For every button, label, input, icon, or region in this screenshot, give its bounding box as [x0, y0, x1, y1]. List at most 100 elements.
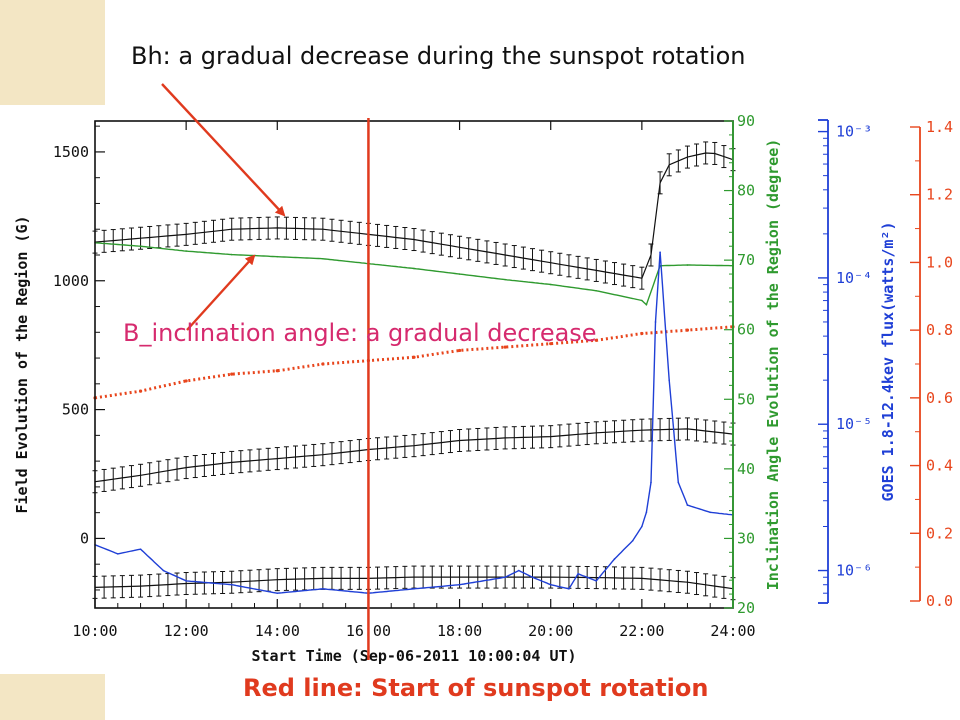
series-5-point — [185, 580, 187, 582]
orange-axis-tick-label: 0.2 — [926, 524, 953, 542]
x-tick-label: 24:00 — [710, 622, 755, 640]
series-3-point — [504, 278, 506, 281]
x-tick-label: 14:00 — [255, 622, 300, 640]
series-5-point — [116, 553, 119, 555]
series-4-point — [321, 362, 325, 366]
orange-axis-tick-label: 0.8 — [926, 321, 953, 339]
y-left-tick-label: 1000 — [53, 272, 89, 290]
green-axis-tick-label: 40 — [737, 460, 755, 478]
series-5-point — [659, 251, 661, 253]
series-3-point — [322, 257, 324, 260]
y-left-tick-label: 1500 — [53, 143, 89, 161]
series-1 — [92, 417, 736, 494]
series-3-point — [139, 245, 142, 248]
green-axis-tick-label: 60 — [737, 321, 755, 339]
series-5-point — [531, 576, 534, 579]
slide-decoration-bottom — [0, 674, 105, 720]
orange-axis-tick-label: 1.0 — [926, 253, 953, 271]
series-5-point — [276, 592, 279, 595]
series-3-line — [94, 242, 733, 306]
x-tick-label: 18:00 — [437, 622, 482, 640]
series-5-point — [413, 588, 415, 590]
y-left-tick-label: 500 — [62, 401, 89, 419]
green-axis-tick-label: 70 — [737, 251, 755, 269]
series-3 — [94, 241, 734, 306]
series-3-point — [686, 264, 689, 266]
annotation-bh: Bh: a gradual decrease during the sunspo… — [131, 42, 746, 70]
arrow-to-bh-series — [161, 83, 286, 217]
series-5-point — [139, 548, 142, 550]
series-3-point — [276, 255, 279, 258]
series-4-point — [138, 389, 143, 393]
series-1-line — [94, 428, 734, 483]
series-5-point — [645, 511, 648, 514]
orange-axis-tick-label: 0.4 — [926, 457, 953, 475]
green-axis-tick-label: 30 — [737, 529, 755, 547]
arrow-to-inclination-series — [186, 254, 256, 331]
series-4-point — [594, 338, 598, 342]
series-0 — [92, 141, 736, 290]
x-tick-label: 12:00 — [164, 622, 209, 640]
blue-axis-tick-label: 10⁻³ — [836, 123, 872, 141]
series-3-point — [185, 250, 187, 252]
series-0-line — [94, 152, 734, 279]
blue-axis-tick-label: 10⁻⁴ — [836, 269, 872, 287]
orange-axis-tick-label: 0.6 — [926, 389, 953, 407]
series-3-point — [230, 253, 233, 256]
series-5-point — [641, 525, 643, 528]
series-3-point — [458, 273, 461, 275]
series-5-point — [504, 576, 506, 579]
series-5-point — [650, 481, 652, 484]
series-5-point — [549, 583, 552, 586]
x-tick-label: 22:00 — [619, 622, 664, 640]
series-4-dotted-line — [94, 325, 734, 400]
series-5-point — [709, 511, 712, 514]
y-left-axis-title: Field Evolution of the Region (G) — [13, 215, 31, 513]
series-5-point — [595, 580, 598, 582]
series-5-line — [94, 252, 734, 594]
series-4-point — [685, 328, 690, 332]
series-5-point — [162, 569, 165, 572]
series-4-point — [503, 345, 507, 349]
series-5-point — [518, 569, 520, 572]
series-5-point — [230, 583, 233, 586]
series-5-point — [613, 558, 616, 560]
green-axis-tick-label: 80 — [737, 182, 755, 200]
series-5 — [94, 251, 734, 595]
caption-red-line: Red line: Start of sunspot rotation — [243, 674, 709, 702]
slide-decoration-top — [0, 0, 105, 105]
plot-frame — [94, 120, 734, 609]
series-5-point — [568, 588, 570, 590]
blue-axis-tick-label: 10⁻⁶ — [836, 562, 872, 580]
series-4-point — [275, 369, 279, 373]
x-tick-label: 10:00 — [72, 622, 117, 640]
green-axis-tick-label: 50 — [737, 390, 755, 408]
series-5-point — [686, 504, 689, 506]
annotation-b-inclination: B_inclination angle: a gradual decrease — [123, 319, 597, 347]
series-3-point — [641, 299, 643, 302]
series-4-point — [640, 331, 644, 336]
series-3-point — [549, 283, 552, 286]
orange-axis-tick-label: 1.2 — [926, 186, 953, 204]
blue-axis-title: GOES 1.8-12.4kev flux(watts/m²) — [879, 222, 897, 502]
green-axis-title: Inclination Angle Evolution of the Regio… — [764, 139, 782, 591]
series-4-point — [184, 379, 188, 383]
series-5-point — [654, 321, 657, 323]
series-3-point — [645, 303, 648, 306]
series-3-point — [413, 267, 415, 270]
series-2 — [92, 565, 736, 601]
series-4-point — [230, 372, 234, 376]
green-axis-tick-label: 90 — [737, 112, 755, 130]
series-5-point — [322, 588, 324, 590]
series-5-point — [677, 481, 680, 484]
blue-axis-tick-label: 10⁻⁵ — [836, 415, 872, 433]
orange-axis-tick-label: 1.4 — [926, 118, 953, 136]
series-4-point — [412, 355, 416, 359]
series-5-point — [631, 539, 634, 542]
x-tick-label: 20:00 — [528, 622, 573, 640]
series-4-point — [549, 342, 553, 346]
series-5-point — [458, 583, 461, 586]
series-3-point — [595, 289, 598, 292]
series-4-point — [457, 348, 462, 353]
